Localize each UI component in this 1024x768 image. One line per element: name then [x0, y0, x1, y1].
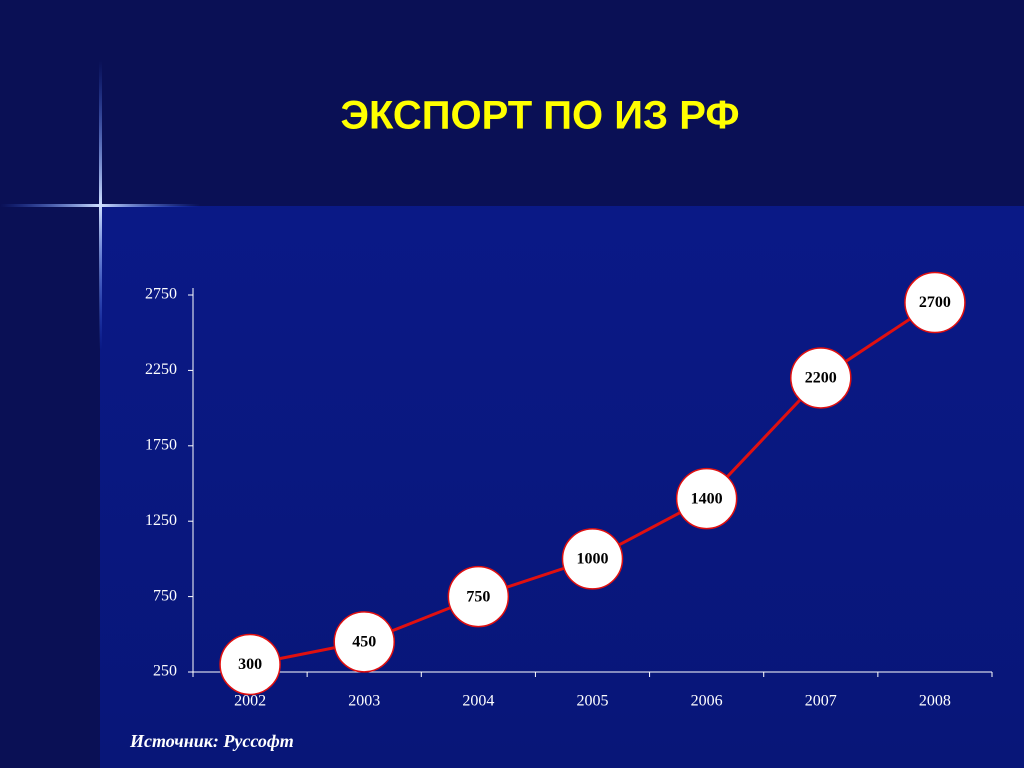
y-tick-label: 250 — [153, 663, 177, 680]
data-point — [904, 271, 966, 334]
x-tick-label: 2004 — [462, 693, 494, 710]
x-tick-label: 2008 — [919, 693, 951, 710]
x-tick-label: 2002 — [234, 693, 266, 710]
header-band — [0, 0, 1024, 206]
source-note: Источник: Руссофт — [129, 731, 294, 751]
sparkle-v — [99, 60, 102, 350]
data-point — [675, 467, 738, 530]
value-label: 2200 — [805, 370, 837, 387]
y-tick-label: 2250 — [145, 361, 177, 378]
y-tick-label: 1250 — [145, 512, 177, 529]
y-tick-label: 2750 — [145, 286, 177, 303]
x-tick-label: 2007 — [805, 693, 837, 710]
value-label: 1000 — [577, 551, 609, 568]
x-tick-label: 2005 — [577, 693, 609, 710]
value-label: 1400 — [691, 490, 723, 507]
data-point — [790, 347, 852, 409]
y-tick-label: 1750 — [145, 436, 177, 453]
chart-title: ЭКСПОРТ ПО ИЗ РФ — [341, 94, 740, 138]
value-label: 450 — [352, 634, 376, 651]
data-point — [219, 633, 281, 696]
data-point — [561, 528, 624, 590]
y-tick-label: 750 — [153, 587, 177, 604]
value-label: 750 — [466, 588, 490, 605]
data-point — [447, 565, 510, 628]
value-label: 2700 — [919, 294, 951, 311]
x-tick-label: 2006 — [691, 693, 723, 710]
side-band — [0, 206, 100, 768]
x-tick-label: 2003 — [348, 693, 380, 710]
value-label: 300 — [238, 656, 262, 673]
data-point — [333, 611, 395, 673]
